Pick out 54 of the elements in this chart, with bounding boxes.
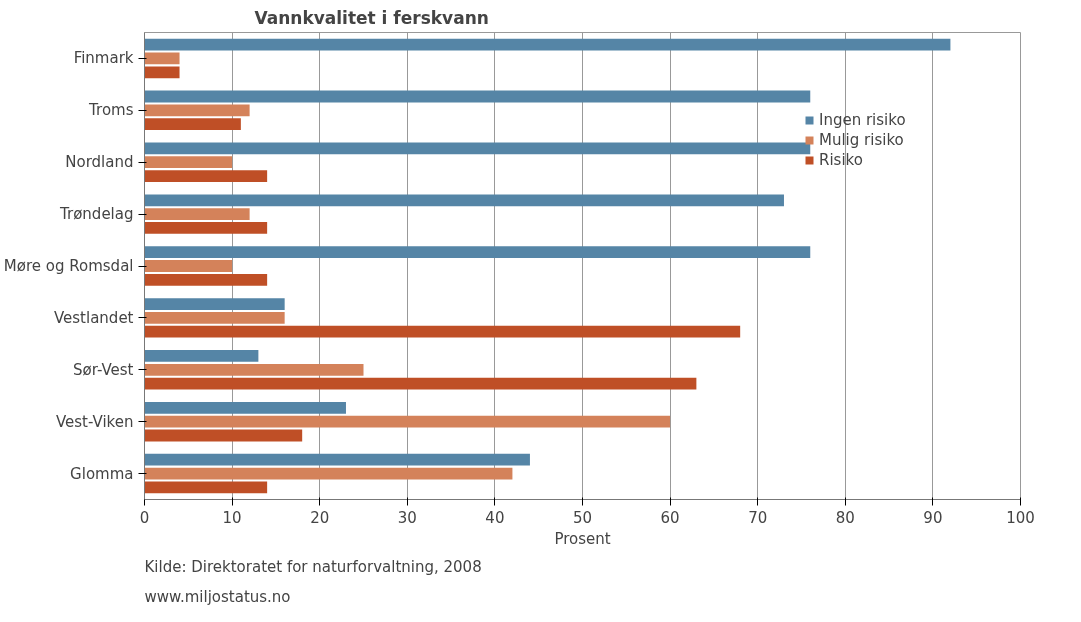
bar (144, 401, 346, 414)
bar (144, 66, 180, 79)
y-tick-label: Møre og Romsdal (3, 257, 134, 275)
bar (144, 363, 364, 376)
x-tick-label: 10 (222, 508, 242, 527)
y-tick-label: Glomma (70, 464, 134, 483)
text: Kilde: Direktoratet for naturforvaltning, 2008 (144, 557, 482, 576)
x-axis-title: Prosent (554, 529, 611, 548)
y-tick-label: Sør-Vest (73, 360, 134, 379)
x-tick-label: 80 (835, 508, 855, 527)
bar (144, 481, 268, 494)
bar (144, 90, 811, 103)
bar (144, 325, 741, 338)
x-tick-label: 20 (310, 508, 330, 527)
legend-label: Ingen risiko (819, 111, 906, 129)
y-tick-label: Troms (88, 101, 134, 120)
bar (144, 118, 241, 131)
legend-label: Mulig risiko (819, 131, 904, 149)
bar (144, 142, 811, 155)
bar (144, 170, 268, 182)
bar (144, 377, 697, 390)
x-tick-label: 0 (139, 508, 150, 527)
bar (144, 467, 513, 480)
bar (144, 312, 285, 324)
bar (144, 350, 259, 362)
x-tick-label: 90 (923, 508, 943, 527)
legend-label: Risiko (819, 151, 863, 169)
y-tick-label: Trøndelag (59, 205, 134, 224)
bar (144, 429, 303, 442)
bar (144, 104, 250, 117)
bar (144, 208, 250, 220)
bar (144, 52, 180, 65)
bar (144, 273, 268, 286)
chart-title: Vannkvalitet i ferskvann (254, 7, 489, 28)
bar (144, 156, 233, 169)
y-tick-label: Vest-Viken (55, 412, 134, 431)
x-tick-label: 30 (397, 508, 417, 527)
bar (144, 453, 530, 466)
x-tick-label: 70 (748, 508, 768, 527)
bar (144, 246, 811, 259)
x-tick-label: 60 (660, 508, 680, 527)
x-tick-label: 40 (485, 508, 505, 527)
y-tick-label: Nordland (65, 153, 134, 172)
bar (144, 415, 671, 428)
bar (144, 298, 285, 310)
bar (144, 222, 268, 234)
bar (144, 194, 784, 207)
bar (144, 260, 233, 272)
x-tick-label: 50 (572, 508, 593, 527)
x-tick-label: 100 (1006, 508, 1035, 527)
text: www.miljostatus.no (144, 587, 291, 606)
y-tick-label: Finmark (73, 49, 134, 68)
y-tick-label: Vestlandet (53, 308, 134, 327)
bar (144, 38, 951, 51)
